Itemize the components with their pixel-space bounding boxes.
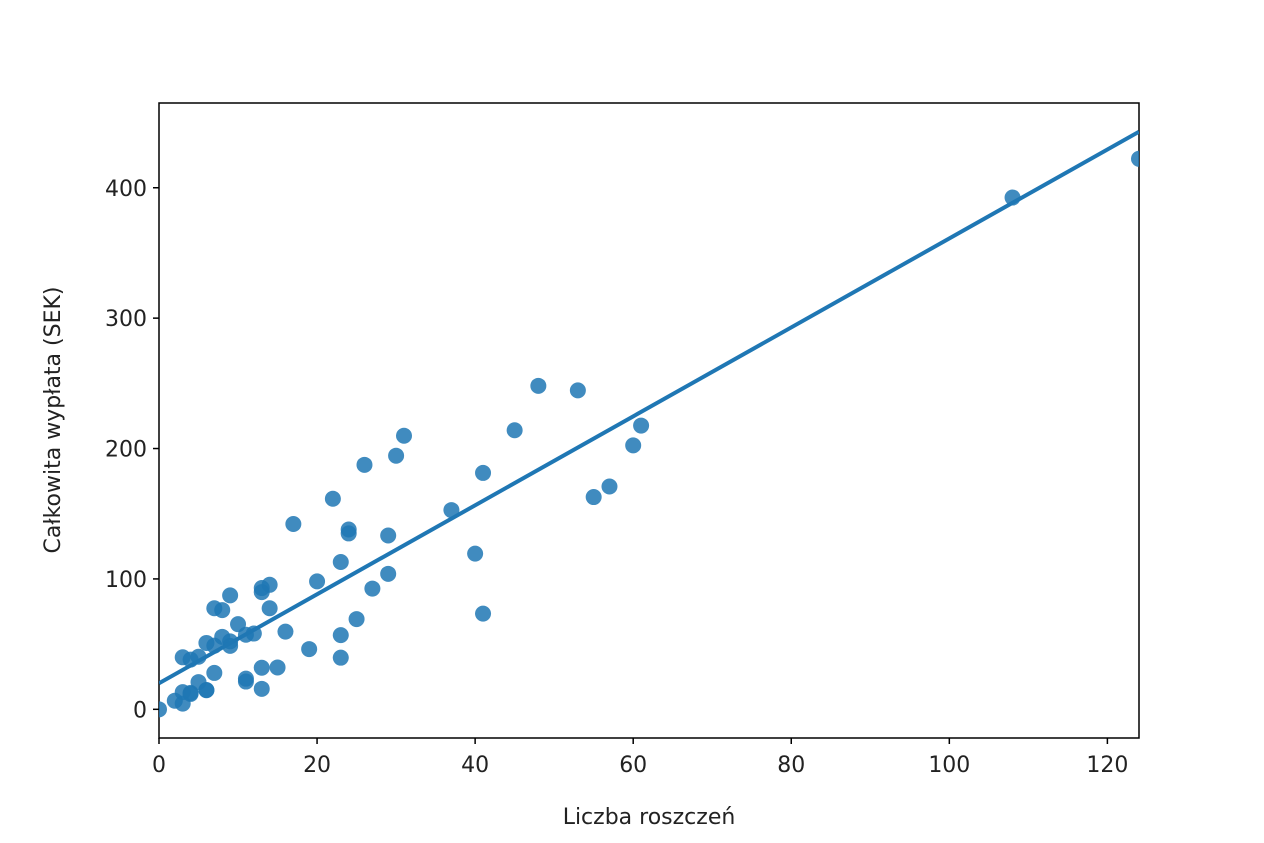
y-tick-label: 100: [105, 568, 147, 593]
point: [198, 634, 215, 651]
point: [625, 437, 642, 454]
x-axis-label: Liczba roszczeń: [563, 805, 736, 830]
point: [222, 587, 239, 604]
point: [174, 649, 191, 666]
point: [633, 417, 650, 434]
point: [332, 649, 349, 666]
x-tick-label: 0: [152, 753, 166, 778]
point: [467, 545, 484, 562]
x-tick-label: 60: [619, 753, 647, 778]
point: [340, 521, 357, 538]
point: [364, 580, 381, 597]
point: [388, 447, 405, 464]
point: [380, 565, 397, 582]
y-tick-label: 300: [105, 307, 147, 332]
point: [443, 502, 460, 519]
point: [253, 659, 270, 676]
y-tick-label: 400: [105, 177, 147, 202]
point: [301, 641, 318, 658]
point: [475, 464, 492, 481]
point: [332, 627, 349, 644]
point: [206, 664, 223, 681]
regression-line: [159, 129, 1139, 685]
point: [585, 489, 602, 506]
x-tick-label: 100: [928, 753, 970, 778]
point: [198, 682, 215, 699]
point: [261, 576, 278, 593]
point: [324, 490, 341, 507]
point: [356, 456, 373, 473]
point: [237, 673, 254, 690]
point: [182, 684, 199, 701]
x-tick-label: 120: [1086, 753, 1128, 778]
point: [530, 377, 547, 394]
point: [309, 573, 326, 590]
point: [253, 680, 270, 697]
x-tick-label: 20: [303, 753, 331, 778]
point: [285, 516, 302, 533]
y-axis-label: Całkowita wypłata (SEK): [41, 287, 66, 554]
x-tick-label: 40: [461, 753, 489, 778]
point: [348, 611, 365, 628]
point: [475, 605, 492, 622]
point: [159, 701, 167, 718]
point: [396, 427, 412, 444]
plot-frame: [158, 102, 1140, 739]
point: [214, 628, 231, 645]
point: [269, 659, 286, 676]
point: [277, 623, 294, 640]
point: [214, 602, 231, 619]
y-tick-label: 200: [105, 438, 147, 463]
point: [601, 478, 618, 495]
point: [261, 600, 278, 617]
x-tick-label: 80: [777, 753, 805, 778]
point: [506, 422, 523, 439]
y-tick-label: 0: [133, 698, 147, 723]
point: [332, 553, 349, 570]
point: [569, 382, 586, 399]
point: [380, 527, 397, 544]
point: [1131, 150, 1139, 167]
